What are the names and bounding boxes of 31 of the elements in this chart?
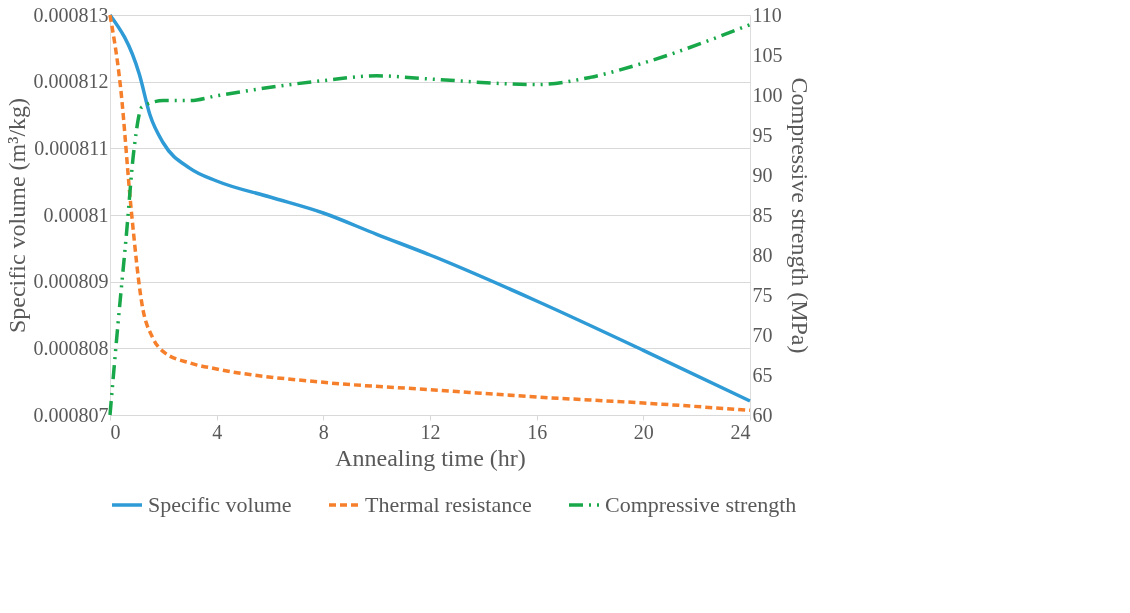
y2-tick-label: 85: [752, 203, 773, 226]
y-tick-label: 0.000812: [33, 70, 109, 93]
x-axis-title: Annealing time (hr): [335, 444, 526, 471]
y2-tick-label: 70: [752, 323, 773, 346]
y2-tick-label: 95: [752, 123, 773, 146]
x-tick-label: 4: [212, 420, 223, 443]
y2-tick-label: 60: [752, 403, 773, 426]
y-tick-label: 0.000811: [34, 136, 109, 159]
y2-tick-label: 65: [752, 363, 773, 386]
y2-tick-label: 105: [752, 43, 783, 66]
y2-tick-label: 90: [752, 163, 773, 186]
legend-label: Compressive strength: [605, 492, 797, 517]
y-axis-title: Specific volume (m³/kg): [3, 97, 30, 334]
y2-tick-label: 100: [752, 83, 783, 106]
y-tick-label: 0.00081: [43, 203, 109, 226]
legend-label: Specific volume: [148, 492, 292, 517]
y-tick-label: 0.000809: [33, 270, 109, 293]
x-tick-label: 12: [420, 420, 441, 443]
x-tick-label: 16: [527, 420, 548, 443]
y-tick-label: 0.000807: [33, 403, 109, 426]
y-tick-label: 0.000813: [33, 3, 109, 26]
x-tick-label: 0: [110, 420, 121, 443]
y2-axis-title: Compressive strength (MPa): [786, 77, 813, 354]
y2-tick-label: 110: [752, 3, 782, 26]
y-tick-label: 0.000808: [33, 336, 109, 359]
y2-tick-label: 75: [752, 283, 773, 306]
legend-label: Thermal resistance: [365, 492, 532, 517]
x-tick-label: 20: [633, 420, 654, 443]
x-tick-label: 8: [318, 420, 329, 443]
y2-tick-label: 80: [752, 243, 773, 266]
x-tick-label: 24: [730, 420, 751, 443]
